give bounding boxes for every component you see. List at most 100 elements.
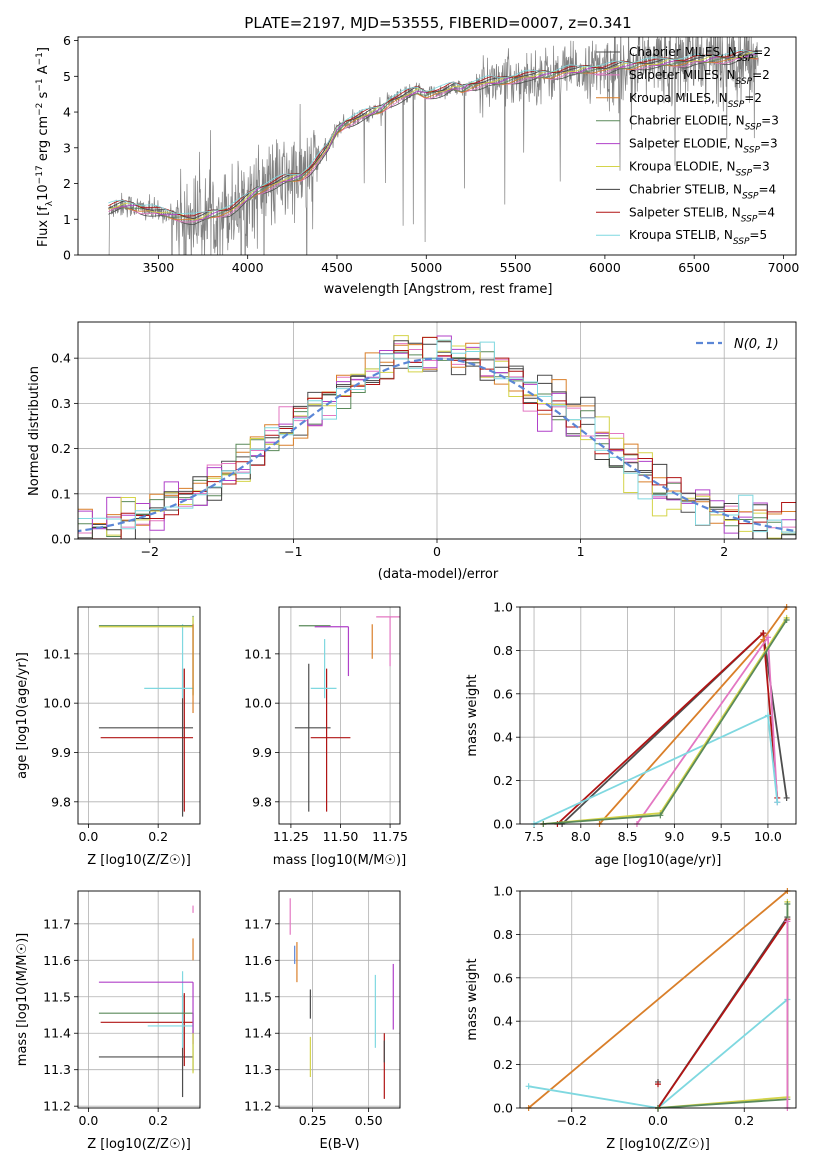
y-tick-label: 9.8 <box>252 794 272 809</box>
gridlines <box>78 607 200 824</box>
x-tick-label: 0.25 <box>299 1113 327 1128</box>
axis-xlabel: mass [log10(M/M☉)] <box>273 853 406 868</box>
x-tick-label: −0.2 <box>557 1113 587 1128</box>
legend-label-base: Chabrier MILES, N <box>629 45 737 59</box>
gridlines <box>279 891 400 1108</box>
mass-weight-point <box>783 617 790 624</box>
axes-frame <box>77 321 797 540</box>
axes-frame <box>77 36 797 256</box>
y-tick-label: 1 <box>63 212 71 227</box>
errorbar <box>98 668 194 817</box>
y-tick-label: 0.2 <box>493 773 513 788</box>
ylabel-part: s <box>36 91 51 102</box>
model-fit-line <box>108 50 758 214</box>
y-tick-label: 9.9 <box>252 745 272 760</box>
y-tick-label: 0.4 <box>493 1014 513 1029</box>
legend-label-tail: =3 <box>752 160 770 174</box>
mass-vs-metallicity-panel: 0.0 0.2 11.2 11.3 11.4 11.5 11.6 11.7 Z [log10(Z… <box>15 890 201 1152</box>
y-tick-label: 5 <box>63 69 71 84</box>
legend-label: Salpeter ELODIE, NSSP=3 <box>629 137 778 156</box>
mass-weight-point <box>760 636 767 643</box>
legend-label-tail: =2 <box>753 45 771 59</box>
y-tick-label: 0.8 <box>493 643 513 658</box>
x-tick-label: 4000 <box>232 260 264 275</box>
y-tick-label: 0.8 <box>493 927 513 942</box>
y-tick-label: 9.8 <box>51 794 71 809</box>
y-tick-label: 6 <box>63 33 71 48</box>
y-tick-label: 11.5 <box>244 989 272 1004</box>
x-tick-label: 11.75 <box>372 829 408 844</box>
axes-frame <box>519 890 797 1109</box>
axis-xlabel: Z [log10(Z/Z☉)] <box>87 853 191 868</box>
gridlines <box>520 606 796 825</box>
legend-label-base: Chabrier ELODIE, N <box>629 114 745 128</box>
legend-label-sub: SSP <box>733 237 750 247</box>
y-tick-label: 2 <box>63 176 71 191</box>
model-fit-line <box>108 56 758 223</box>
errorbar <box>100 668 194 812</box>
y-tick-label: 1.0 <box>493 884 513 899</box>
histogram-ylabel: Normed distribution <box>27 366 42 496</box>
x-tick-label: 4500 <box>321 260 353 275</box>
ticks: 0.0 0.2 9.8 9.9 10.0 10.1 <box>43 646 168 844</box>
y-tick-label: 11.6 <box>43 953 71 968</box>
ylabel-part: −1 <box>35 52 45 65</box>
gridlines <box>279 607 400 824</box>
x-tick-label: −1 <box>284 544 302 559</box>
y-tick-label: 0.0 <box>493 1101 513 1116</box>
axis-ylabel: mass [log10(M/M☉)] <box>15 933 30 1066</box>
errorbar <box>100 993 194 1067</box>
x-tick-label: 0.50 <box>355 1113 383 1128</box>
x-tick-label: 8.0 <box>571 829 591 844</box>
legend-label-sub: SSP <box>736 77 753 87</box>
mass-weight-line <box>528 998 788 1108</box>
normal-distribution-curve <box>78 357 796 533</box>
y-tick-label: 10.0 <box>244 696 272 711</box>
ylabel-part: −2 <box>35 103 45 116</box>
errorbar <box>144 624 194 699</box>
mass-weight-vs-age-panel: 7.5 8.0 8.5 9.0 9.5 10.0 0.0 0.2 0.4 0.6 0.8 1.0 age… <box>465 600 797 868</box>
axes-frame <box>278 890 401 1109</box>
y-tick-label: 0.6 <box>493 970 513 985</box>
axis-xlabel: Z [log10(Z/Z☉)] <box>606 1137 710 1152</box>
y-tick-label: 0.0 <box>493 817 513 832</box>
axis-xlabel: E(B-V) <box>319 1137 359 1152</box>
legend-label-sub: SSP <box>728 100 745 110</box>
residual-histogram-step <box>78 339 796 533</box>
age-vs-mass-panel: 11.25 11.50 11.75 9.8 9.9 10.0 10.1 mass [log10… <box>244 606 408 868</box>
ticks: 11.25 11.50 11.75 9.8 9.9 10.0 10.1 <box>244 646 408 844</box>
legend-label-base: Kroupa STELIB, N <box>629 228 733 242</box>
mass-weight-point <box>764 634 771 641</box>
gridlines <box>78 891 200 1108</box>
y-tick-label: 11.3 <box>244 1062 272 1077</box>
y-tick-label: 11.4 <box>43 1026 71 1041</box>
y-tick-label: 0.4 <box>493 730 513 745</box>
x-tick-label: 7.5 <box>524 829 544 844</box>
x-tick-label: 1 <box>577 544 585 559</box>
legend-label: Salpeter STELIB, NSSP=4 <box>629 205 775 224</box>
mass-weight-point <box>525 1083 532 1090</box>
y-tick-label: 0.1 <box>51 486 71 501</box>
age-vs-metallicity-panel: 0.0 0.2 9.8 9.9 10.0 10.1 Z [log10(Z/Z☉)] age [… <box>15 606 201 868</box>
mass-weight-point <box>764 712 771 719</box>
legend-label-base: Salpeter ELODIE, N <box>629 137 743 151</box>
x-tick-label: 5500 <box>500 260 532 275</box>
ylabel-part: ] <box>36 47 51 52</box>
x-tick-label: 0 <box>433 544 441 559</box>
legend-label: Kroupa STELIB, NSSP=5 <box>629 228 767 247</box>
y-tick-label: 10.1 <box>244 646 272 661</box>
mass-weight-point <box>784 901 791 908</box>
errorbar <box>310 668 351 812</box>
ticks: 7.5 8.0 8.5 9.0 9.5 10.0 0.0 0.2 0.4 0.6 0.8 1.0 <box>493 600 782 845</box>
y-tick-label: 10.0 <box>43 696 71 711</box>
axis-ylabel: mass weight <box>465 958 480 1040</box>
mass-weight-point <box>760 630 767 637</box>
legend-label-sub: SSP <box>741 214 758 224</box>
axes-frame <box>278 606 401 825</box>
legend-label: Kroupa ELODIE, NSSP=3 <box>629 160 770 179</box>
mass-weight-line <box>528 891 788 1108</box>
axis-xlabel: age [log10(age/yr)] <box>595 853 722 868</box>
y-tick-label: 0 <box>63 248 71 263</box>
y-tick-label: 11.3 <box>43 1062 71 1077</box>
